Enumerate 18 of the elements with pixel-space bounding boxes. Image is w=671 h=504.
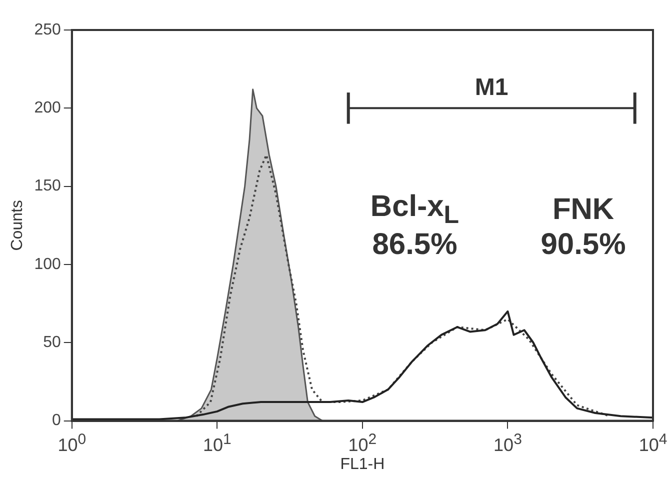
annotation: FNK [552,192,614,227]
annotation: 90.5% [540,228,626,262]
y-tick-label: 200 [34,100,61,117]
y-tick-label: 100 [34,256,61,273]
y-axis-title: Counts [9,200,26,251]
x-tick-label: 10$^{2}$ [348,430,377,456]
y-tick-label: 50 [43,334,61,352]
annotation: 86.5% [372,228,458,262]
y-tick-label: 250 [34,21,61,38]
x-tick-label: 10$^{3}$ [494,430,522,456]
series-label: M1 [474,74,508,101]
x-tick-label: 10$^{0}$ [58,430,86,456]
x-tick-label: 10$^{1}$ [202,430,232,456]
y-tick-label: 150 [34,178,61,195]
x-tick-label: 10$^{4}$ [638,430,668,456]
y-tick-label: 0 [52,412,61,430]
annotation: Bcl-x$_{L}$ [370,190,460,230]
x-axis-title: FL1-H [340,456,385,473]
